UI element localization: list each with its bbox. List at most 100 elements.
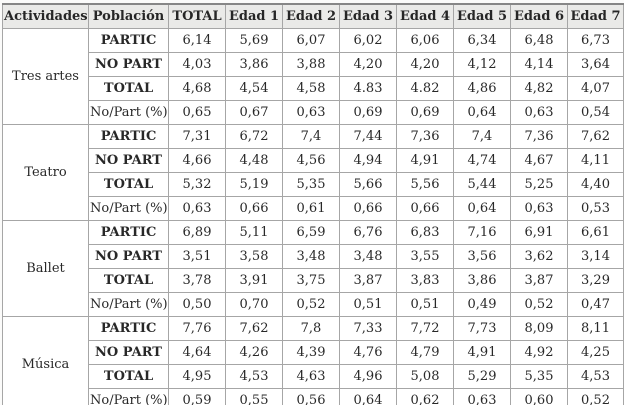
value-cell: 6,61 bbox=[567, 220, 624, 245]
table-row: No/Part (%) 0,59 0,55 0,56 0,64 0,62 0,63 0,60 0… bbox=[3, 388, 624, 405]
column-header-edad-7: Edad 7 bbox=[567, 3, 624, 29]
value-cell: 0,47 bbox=[567, 292, 624, 317]
value-cell: 0,60 bbox=[510, 388, 568, 405]
population-label: NO PART bbox=[88, 244, 169, 269]
value-cell: 3,56 bbox=[453, 244, 511, 269]
table-row: TOTAL 4,95 4,53 4,63 4,96 5,08 5,29 5,35 4,53 bbox=[3, 364, 624, 389]
value-cell: 5,56 bbox=[396, 172, 454, 197]
value-cell: 7,16 bbox=[453, 220, 511, 245]
table-row: Música PARTIC 7,76 7,62 7,8 7,33 7,72 7,73 8,09 8… bbox=[2, 316, 624, 405]
value-cell: 5,19 bbox=[225, 172, 283, 197]
population-label: No/Part (%) bbox=[88, 292, 169, 317]
value-cell: 0,56 bbox=[282, 388, 340, 405]
value-cell: 4,95 bbox=[168, 364, 226, 389]
value-cell: 3,78 bbox=[168, 268, 226, 293]
table-row: No/Part (%) 0,63 0,66 0,61 0,66 0,66 0,64 0,63 0… bbox=[3, 196, 624, 221]
value-cell: 3,91 bbox=[225, 268, 283, 293]
value-cell: 0,63 bbox=[510, 100, 568, 125]
value-cell: 6,72 bbox=[225, 124, 283, 149]
value-cell: 4,76 bbox=[339, 340, 397, 365]
value-cell: 3,48 bbox=[282, 244, 340, 269]
value-cell: 0,52 bbox=[282, 292, 340, 317]
table-row: NO PART 4,64 4,26 4,39 4,76 4,79 4,91 4,92 4,25 bbox=[3, 340, 624, 365]
value-cell: 6,83 bbox=[396, 220, 454, 245]
value-cell: 0,52 bbox=[510, 292, 568, 317]
table-row: NO PART 4,03 3,86 3,88 4,20 4,20 4,12 4,14 3,64 bbox=[3, 52, 624, 77]
value-cell: 3,86 bbox=[225, 52, 283, 77]
value-cell: 8,09 bbox=[510, 316, 568, 341]
value-cell: 7,4 bbox=[453, 124, 511, 149]
value-cell: 4,12 bbox=[453, 52, 511, 77]
value-cell: 0,53 bbox=[567, 196, 624, 221]
value-cell: 0,64 bbox=[453, 100, 511, 125]
population-label: NO PART bbox=[88, 148, 169, 173]
value-cell: 3,75 bbox=[282, 268, 340, 293]
value-cell: 6,34 bbox=[453, 28, 511, 53]
population-label: No/Part (%) bbox=[88, 100, 169, 125]
value-cell: 7,36 bbox=[396, 124, 454, 149]
value-cell: 4,94 bbox=[339, 148, 397, 173]
table-row: TOTAL 3,78 3,91 3,75 3,87 3,83 3,86 3,87 3,29 bbox=[3, 268, 624, 293]
value-cell: 7,36 bbox=[510, 124, 568, 149]
value-cell: 5,08 bbox=[396, 364, 454, 389]
population-label: No/Part (%) bbox=[88, 388, 169, 405]
value-cell: 0,63 bbox=[453, 388, 511, 405]
population-label: PARTIC bbox=[88, 28, 169, 53]
value-cell: 4,82 bbox=[510, 76, 568, 101]
activity-cell-tres-artes: Tres artes bbox=[2, 28, 89, 125]
value-cell: 4,53 bbox=[567, 364, 624, 389]
table-row: TOTAL 5,32 5,19 5,35 5,66 5,56 5,44 5,25 4,40 bbox=[3, 172, 624, 197]
value-cell: 0,70 bbox=[225, 292, 283, 317]
value-cell: 6,14 bbox=[168, 28, 226, 53]
value-cell: 3,87 bbox=[510, 268, 568, 293]
table-row: Tres artes PARTIC 6,14 5,69 6,07 6,02 6,06 6,34… bbox=[2, 28, 624, 125]
value-cell: 4,40 bbox=[567, 172, 624, 197]
value-cell: 6,48 bbox=[510, 28, 568, 53]
value-cell: 4,25 bbox=[567, 340, 624, 365]
value-cell: 0,64 bbox=[453, 196, 511, 221]
activity-cell-ballet: Ballet bbox=[2, 220, 89, 317]
value-cell: 3,86 bbox=[453, 268, 511, 293]
value-cell: 4,86 bbox=[453, 76, 511, 101]
value-cell: 4,79 bbox=[396, 340, 454, 365]
value-cell: 0,63 bbox=[510, 196, 568, 221]
value-cell: 7,44 bbox=[339, 124, 397, 149]
value-cell: 4,64 bbox=[168, 340, 226, 365]
value-cell: 4,58 bbox=[282, 76, 340, 101]
activity-cell-m-sica: Música bbox=[2, 316, 89, 405]
value-cell: 4,67 bbox=[510, 148, 568, 173]
value-cell: 8,11 bbox=[567, 316, 624, 341]
value-cell: 4.83 bbox=[339, 76, 397, 101]
table-row: No/Part (%) 0,65 0,67 0,63 0,69 0,69 0,64 0,63 0… bbox=[3, 100, 624, 125]
value-cell: 4,39 bbox=[282, 340, 340, 365]
value-cell: 0,61 bbox=[282, 196, 340, 221]
value-cell: 3,51 bbox=[168, 244, 226, 269]
value-cell: 7,62 bbox=[225, 316, 283, 341]
value-cell: 3,58 bbox=[225, 244, 283, 269]
population-label: PARTIC bbox=[88, 124, 169, 149]
value-cell: 0,62 bbox=[396, 388, 454, 405]
population-label: TOTAL bbox=[88, 268, 169, 293]
value-cell: 6,59 bbox=[282, 220, 340, 245]
value-cell: 6,07 bbox=[282, 28, 340, 53]
value-cell: 0,63 bbox=[168, 196, 226, 221]
value-cell: 4,53 bbox=[225, 364, 283, 389]
value-cell: 4,96 bbox=[339, 364, 397, 389]
table-row: No/Part (%) 0,50 0,70 0,52 0,51 0,51 0,49 0,52 0… bbox=[3, 292, 624, 317]
value-cell: 3,87 bbox=[339, 268, 397, 293]
value-cell: 7,76 bbox=[168, 316, 226, 341]
value-cell: 0,66 bbox=[396, 196, 454, 221]
value-cell: 0,59 bbox=[168, 388, 226, 405]
value-cell: 5,11 bbox=[225, 220, 283, 245]
table-row: NO PART 3,51 3,58 3,48 3,48 3,55 3,56 3,62 3,14 bbox=[3, 244, 624, 269]
value-cell: 4,20 bbox=[339, 52, 397, 77]
value-cell: 6,02 bbox=[339, 28, 397, 53]
value-cell: 3,29 bbox=[567, 268, 624, 293]
value-cell: 0,69 bbox=[339, 100, 397, 125]
value-cell: 3,62 bbox=[510, 244, 568, 269]
value-cell: 3,88 bbox=[282, 52, 340, 77]
value-cell: 0,49 bbox=[453, 292, 511, 317]
header-row: Actividades Población TOTAL Edad 1 Edad 2 Eda… bbox=[2, 3, 624, 29]
value-cell: 4,63 bbox=[282, 364, 340, 389]
value-cell: 4,66 bbox=[168, 148, 226, 173]
